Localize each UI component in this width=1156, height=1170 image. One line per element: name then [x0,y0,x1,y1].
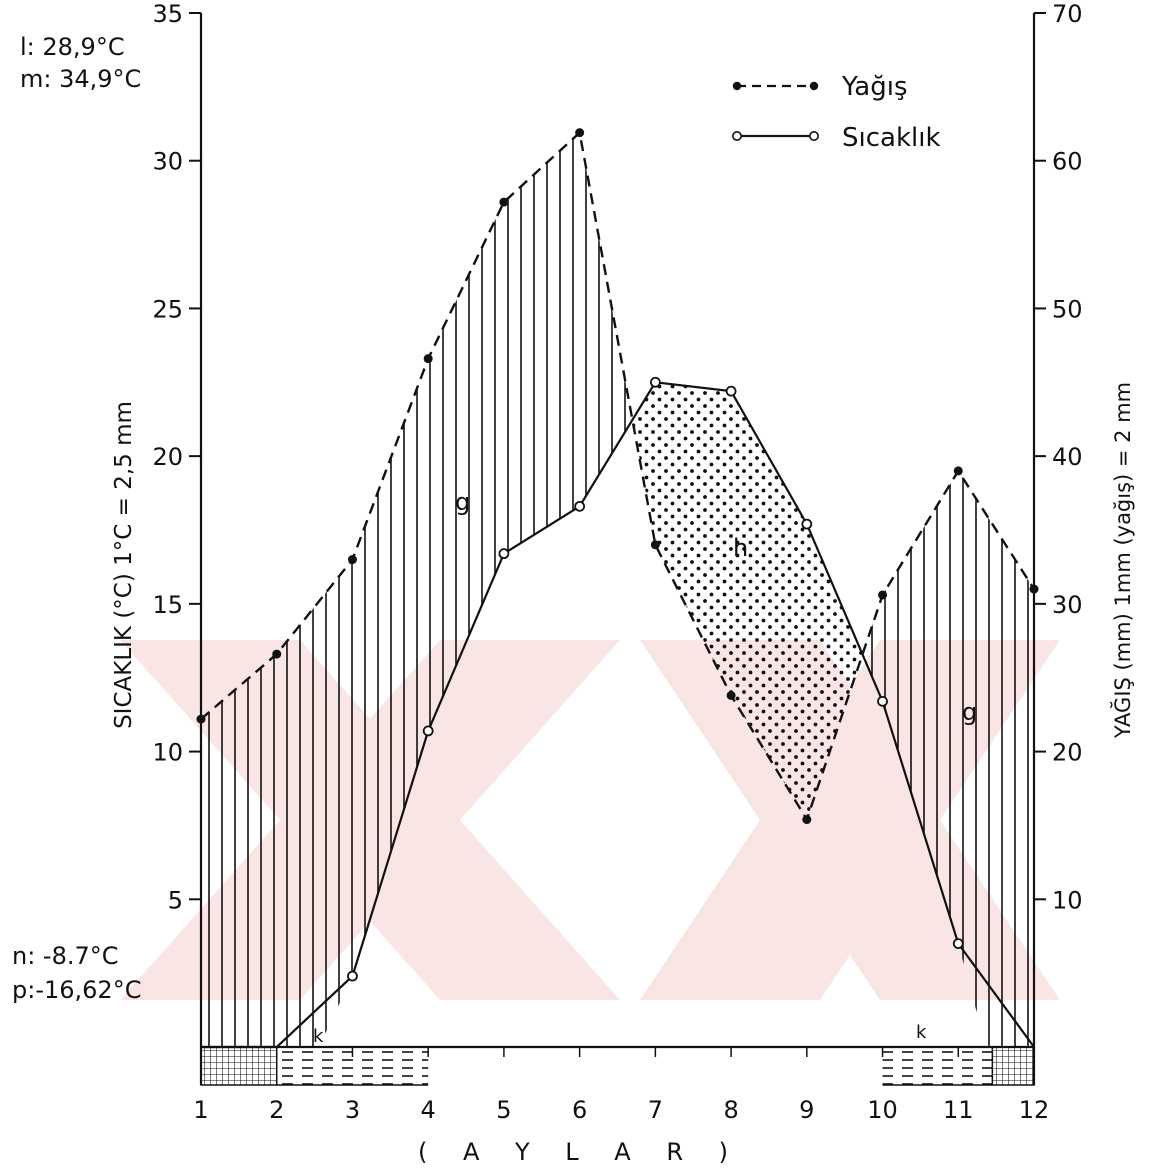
x-tick-label: 4 [421,1096,436,1124]
point-yagis [196,714,206,724]
stat-p: p:-16,62°C [12,976,141,1004]
humid-region [862,471,1034,1048]
frost-band [200,1046,278,1086]
right-tick-label: 30 [1052,591,1083,619]
legend-marker [809,81,819,91]
point-sicaklik [877,695,888,707]
point-yagis [1029,584,1039,594]
right-tick-label: 40 [1052,443,1083,471]
x-tick-label: 7 [648,1096,663,1124]
right-tick-label: 60 [1052,148,1083,176]
point-yagis [499,197,509,207]
cold-band [882,1047,993,1085]
left-tick-label: 30 [152,148,183,176]
legend-marker [732,81,742,91]
left-tick-label: 15 [152,591,183,619]
point-sicaklik [422,725,434,737]
point-sicaklik [649,376,661,388]
point-sicaklik [574,500,586,512]
stat-l: l: 28,9°C [20,33,125,61]
stat-n: n: -8.7°C [12,942,119,970]
point-sicaklik [725,385,737,397]
point-yagis [726,690,736,700]
series-line-yagis [200,130,1036,823]
x-tick-label: 1 [193,1096,208,1124]
region-label-g: g [962,698,977,726]
right-tick-label: 70 [1052,0,1083,28]
point-yagis [423,354,433,364]
x-tick-label: 11 [943,1096,974,1124]
right-tick-label: 10 [1052,886,1083,914]
x-tick-label: 10 [867,1096,898,1124]
legend-marker [808,131,819,142]
left-tick-label: 5 [168,886,183,914]
frost-band [991,1046,1035,1086]
legend-label-sicaklik: Sıcaklık [842,123,941,153]
region-label-k: k [916,1022,927,1043]
point-sicaklik [347,970,358,982]
point-sicaklik [801,518,813,530]
point-yagis [272,649,282,659]
region-label-k: k [313,1026,324,1047]
point-yagis [878,590,888,600]
left-tick-label: 35 [152,0,183,28]
x-tick-label: 3 [345,1096,360,1124]
x-tick-label: 2 [269,1096,284,1124]
x-tick-label: 6 [572,1096,587,1124]
region-label-h: h [733,534,748,562]
left-tick-label: 20 [152,443,183,471]
legend-label-yagis: Yağış [841,72,908,102]
right-tick-label: 20 [1052,739,1083,767]
region-label-g: g [455,488,470,516]
stat-m: m: 34,9°C [20,65,141,93]
left-tick-label: 25 [152,295,183,323]
point-sicaklik [498,548,510,560]
point-yagis [347,555,357,565]
right-tick-label: 50 [1052,295,1083,323]
series-line-sicaklik [201,381,1035,1049]
left-axis-title: SICAKLIK (°C) 1°C = 2,5 mm [111,401,137,729]
point-yagis [802,815,812,825]
legend-marker [731,131,742,142]
point-yagis [650,540,660,550]
x-tick-label: 9 [799,1096,814,1124]
point-yagis [953,466,963,476]
x-tick-label: 12 [1019,1096,1050,1124]
arid-region [632,382,863,819]
right-axis-title: YAĞIŞ (mm) 1mm (yağış) = 2 mm [1110,382,1135,739]
humid-region [201,133,633,1047]
left-tick-label: 10 [152,739,183,767]
point-sicaklik [952,938,964,949]
x-tick-label: 5 [496,1096,511,1124]
point-yagis [575,128,585,138]
x-axis-title: ( A Y L A R ) [418,1138,742,1166]
x-tick-label: 8 [723,1096,738,1124]
